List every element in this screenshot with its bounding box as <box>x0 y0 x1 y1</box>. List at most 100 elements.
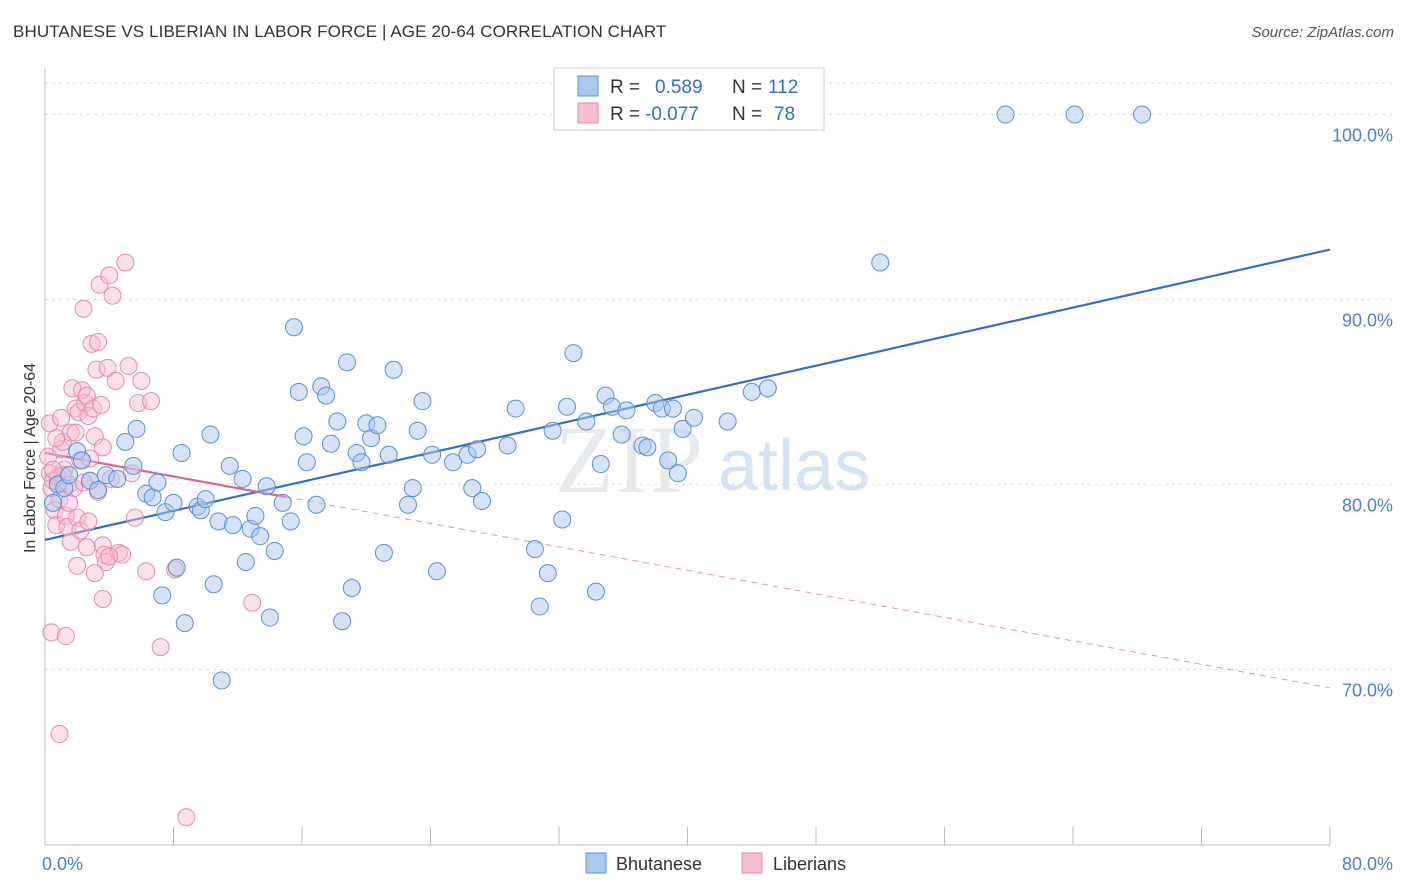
point-liberians-74 <box>52 408 71 427</box>
correlation-legend: R = 0.589 N = 112 R = -0.077 N = 78 <box>553 67 825 131</box>
legend-n-label-1: N = <box>732 77 762 98</box>
series-legend: Bhutanese Liberians <box>585 852 846 874</box>
point-bhutanese-59 <box>379 445 398 464</box>
point-bhutanese-7 <box>89 480 108 499</box>
point-bhutanese-49 <box>328 412 347 431</box>
point-bhutanese-71 <box>472 492 491 511</box>
grid-layer <box>45 82 1395 670</box>
point-bhutanese-20 <box>172 443 191 462</box>
point-bhutanese-30 <box>223 516 242 535</box>
point-bhutanese-81 <box>577 412 596 431</box>
point-liberians-70 <box>66 423 85 442</box>
point-liberians-33 <box>92 395 111 414</box>
y-axis-title: In Labor Force | Age 20-64 <box>22 363 39 553</box>
point-bhutanese-78 <box>553 510 572 529</box>
series-legend-liberians: Liberians <box>773 854 846 874</box>
point-liberians-61 <box>177 808 196 827</box>
point-liberians-54 <box>85 564 104 583</box>
point-liberians-55 <box>93 590 112 609</box>
point-bhutanese-93 <box>664 399 683 418</box>
point-bhutanese-76 <box>538 564 557 583</box>
point-bhutanese-43 <box>294 427 313 446</box>
point-bhutanese-74 <box>525 540 544 559</box>
point-bhutanese-34 <box>246 506 265 525</box>
point-bhutanese-66 <box>427 562 446 581</box>
point-liberians-52 <box>68 556 87 575</box>
point-liberians-39 <box>103 286 122 305</box>
point-bhutanese-97 <box>718 412 737 431</box>
legend-n-label-2: N = <box>732 104 762 125</box>
point-bhutanese-72 <box>498 436 517 455</box>
point-bhutanese-42 <box>289 382 308 401</box>
legend-n-value-1: 112 <box>768 77 798 98</box>
point-bhutanese-61 <box>399 495 418 514</box>
point-bhutanese-51 <box>337 353 356 372</box>
point-bhutanese-63 <box>408 421 427 440</box>
point-liberians-48 <box>132 371 151 390</box>
point-liberians-31 <box>89 332 108 351</box>
point-bhutanese-44 <box>297 453 316 472</box>
point-bhutanese-89 <box>638 438 657 457</box>
series-legend-swatch-bhutanese <box>585 852 607 874</box>
point-bhutanese-87 <box>617 401 636 420</box>
point-bhutanese-36 <box>257 477 276 496</box>
point-bhutanese-57 <box>368 416 387 435</box>
point-bhutanese-79 <box>558 397 577 416</box>
y-tick-label-90: 90.0% <box>1342 310 1393 330</box>
point-liberians-40 <box>106 371 125 390</box>
legend-r-label-2: R = <box>610 104 640 125</box>
point-bhutanese-65 <box>423 445 442 464</box>
labels-layer: 70.0% 80.0% 90.0% 100.0% 0.0% 80.0% <box>42 126 1393 874</box>
axes-layer <box>44 68 1331 846</box>
point-liberians-44 <box>119 357 138 376</box>
legend-r-value-1: 0.589 <box>655 77 703 98</box>
legend-box <box>553 67 825 131</box>
point-bhutanese-26 <box>204 575 223 594</box>
point-bhutanese-67 <box>443 453 462 472</box>
point-bhutanese-39 <box>273 493 292 512</box>
point-bhutanese-58 <box>374 543 393 562</box>
point-bhutanese-98 <box>742 382 761 401</box>
point-liberians-59 <box>151 638 170 657</box>
point-bhutanese-50 <box>333 612 352 631</box>
point-bhutanese-99 <box>758 379 777 398</box>
point-liberians-56 <box>100 547 119 566</box>
point-bhutanese-37 <box>260 608 279 627</box>
point-bhutanese-3 <box>60 466 79 485</box>
point-bhutanese-35 <box>251 527 270 546</box>
legend-n-value-2: 78 <box>774 104 795 125</box>
points-layer <box>39 105 1152 827</box>
point-liberians-27 <box>82 334 101 353</box>
point-bhutanese-86 <box>612 425 631 444</box>
point-liberians-36 <box>97 553 116 572</box>
point-liberians-38 <box>100 266 119 285</box>
legend-r-label-1: R = <box>610 77 640 98</box>
point-bhutanese-75 <box>530 597 549 616</box>
point-bhutanese-5 <box>72 451 91 470</box>
point-bhutanese-73 <box>506 399 525 418</box>
point-bhutanese-40 <box>281 512 300 531</box>
point-bhutanese-70 <box>468 440 487 459</box>
point-liberians-49 <box>137 562 156 581</box>
point-bhutanese-15 <box>148 473 167 492</box>
point-liberians-46 <box>125 508 144 527</box>
point-bhutanese-25 <box>201 425 220 444</box>
point-liberians-58 <box>142 392 161 411</box>
point-bhutanese-11 <box>124 456 143 475</box>
point-liberians-43 <box>116 253 135 272</box>
point-liberians-57 <box>50 725 69 744</box>
point-bhutanese-9 <box>108 469 127 488</box>
source-label: Source: ZipAtlas.com <box>1251 24 1394 41</box>
point-bhutanese-10 <box>116 432 135 451</box>
point-liberians-51 <box>56 627 75 646</box>
point-bhutanese-32 <box>236 553 255 572</box>
point-bhutanese-82 <box>586 582 605 601</box>
point-bhutanese-29 <box>220 456 239 475</box>
y-tick-label-100: 100.0% <box>1332 126 1393 146</box>
point-bhutanese-102 <box>1065 105 1084 124</box>
point-bhutanese-62 <box>403 479 422 498</box>
x-tick-label-max: 80.0% <box>1342 854 1393 874</box>
point-bhutanese-103 <box>1133 105 1152 124</box>
legend-r-value-2: -0.077 <box>645 104 699 125</box>
